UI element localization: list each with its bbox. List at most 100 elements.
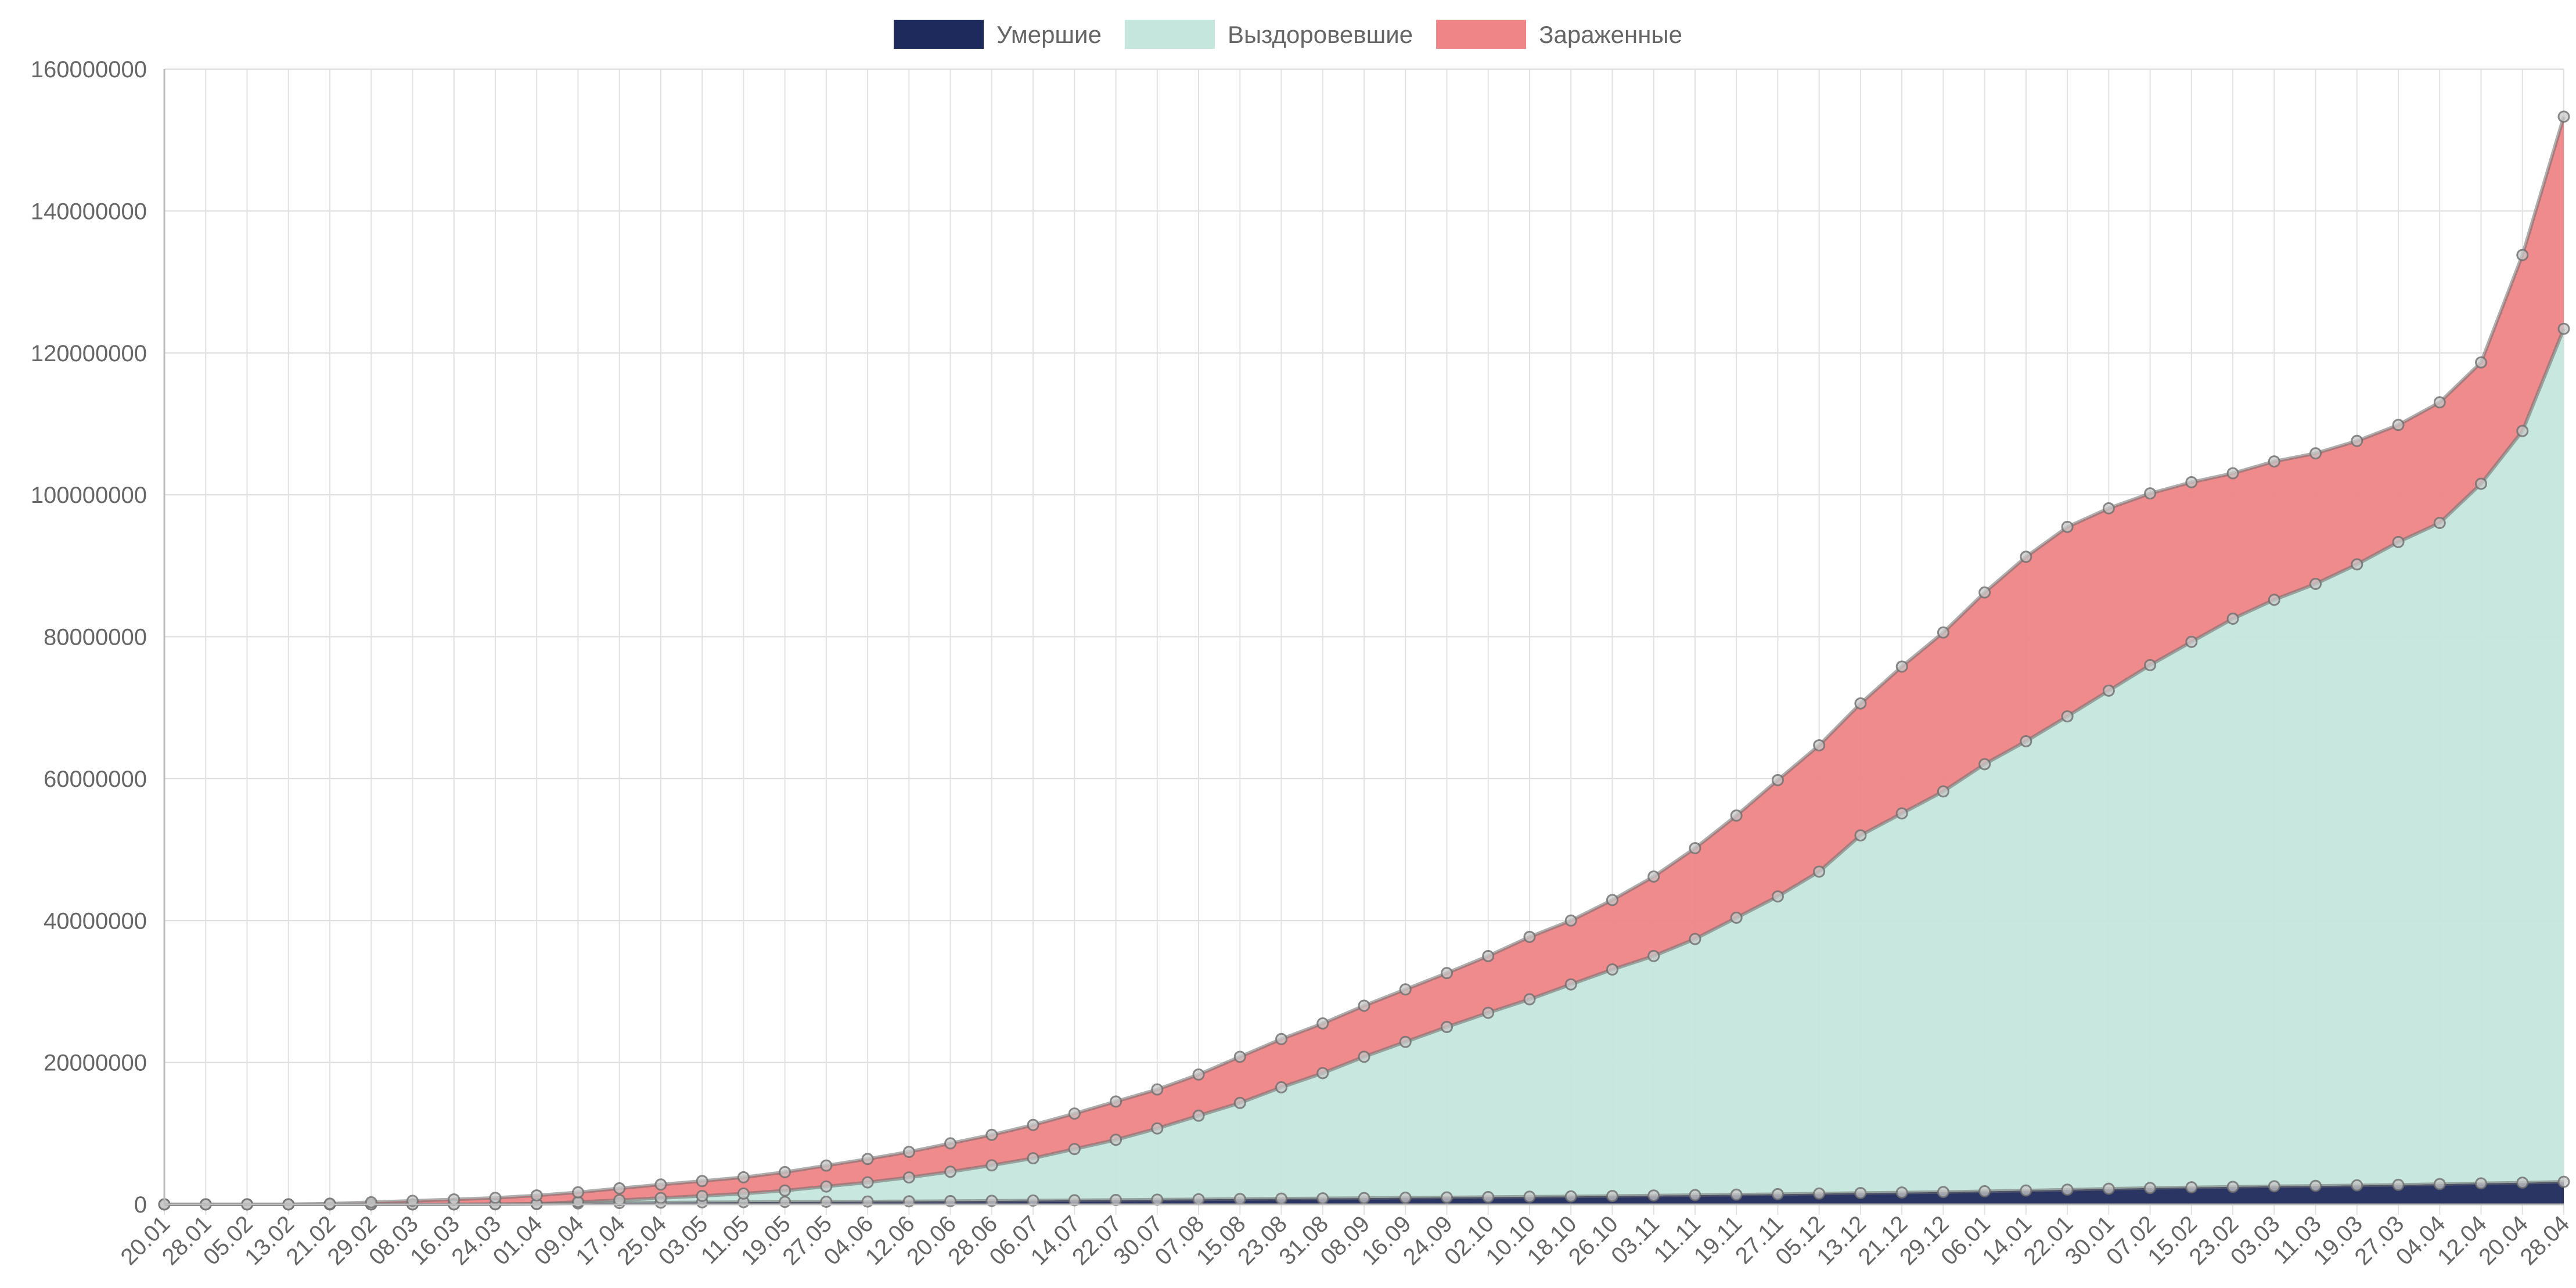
data-point[interactable] xyxy=(571,1186,584,1199)
data-point[interactable] xyxy=(1068,1107,1081,1120)
data-point[interactable] xyxy=(1192,1068,1205,1081)
data-point[interactable] xyxy=(2351,558,2363,571)
data-point[interactable] xyxy=(2309,1179,2322,1192)
data-point[interactable] xyxy=(1482,1006,1495,1019)
data-point[interactable] xyxy=(1233,1193,1246,1206)
data-point[interactable] xyxy=(1233,1050,1246,1063)
data-point[interactable] xyxy=(1689,842,1701,855)
data-point[interactable] xyxy=(2392,1178,2405,1191)
data-point[interactable] xyxy=(1275,1032,1288,1045)
data-point[interactable] xyxy=(1523,993,1536,1006)
data-point[interactable] xyxy=(2020,551,2032,563)
data-point[interactable] xyxy=(1689,933,1701,945)
data-point[interactable] xyxy=(1110,1134,1122,1146)
data-point[interactable] xyxy=(696,1175,708,1188)
data-point[interactable] xyxy=(779,1196,791,1208)
data-point[interactable] xyxy=(1730,911,1743,924)
data-point[interactable] xyxy=(2061,1183,2074,1196)
data-point[interactable] xyxy=(2392,419,2405,431)
data-point[interactable] xyxy=(448,1193,460,1206)
data-point[interactable] xyxy=(2268,455,2280,468)
data-point[interactable] xyxy=(1854,697,1867,710)
data-point[interactable] xyxy=(2102,1182,2115,1195)
data-point[interactable] xyxy=(489,1192,502,1204)
data-point[interactable] xyxy=(613,1194,626,1207)
data-point[interactable] xyxy=(1606,963,1618,976)
data-point[interactable] xyxy=(1895,807,1908,820)
data-point[interactable] xyxy=(1027,1118,1039,1131)
data-point[interactable] xyxy=(2144,487,2157,500)
data-point[interactable] xyxy=(1233,1096,1246,1109)
data-point[interactable] xyxy=(696,1189,708,1202)
data-point[interactable] xyxy=(985,1159,998,1172)
data-point[interactable] xyxy=(1316,1017,1329,1030)
data-point[interactable] xyxy=(1937,1186,1949,1199)
data-point[interactable] xyxy=(779,1184,791,1197)
data-point[interactable] xyxy=(2433,1178,2446,1190)
data-point[interactable] xyxy=(1978,586,1991,599)
data-point[interactable] xyxy=(2516,249,2529,261)
data-point[interactable] xyxy=(902,1171,915,1184)
data-point[interactable] xyxy=(2433,517,2446,530)
data-point[interactable] xyxy=(2309,577,2322,590)
data-point[interactable] xyxy=(2475,356,2488,369)
data-point[interactable] xyxy=(1440,1191,1453,1204)
data-point[interactable] xyxy=(1937,626,1949,639)
data-point[interactable] xyxy=(1564,914,1577,927)
data-point[interactable] xyxy=(1316,1192,1329,1205)
data-point[interactable] xyxy=(1606,894,1618,906)
data-point[interactable] xyxy=(2102,684,2115,697)
data-point[interactable] xyxy=(1316,1067,1329,1080)
data-point[interactable] xyxy=(1730,1188,1743,1201)
data-point[interactable] xyxy=(2516,424,2529,437)
data-point[interactable] xyxy=(1068,1143,1081,1156)
data-point[interactable] xyxy=(737,1171,750,1183)
data-point[interactable] xyxy=(1192,1193,1205,1206)
data-point[interactable] xyxy=(1440,1021,1453,1034)
data-point[interactable] xyxy=(2185,635,2198,648)
data-point[interactable] xyxy=(820,1180,833,1193)
data-point[interactable] xyxy=(737,1187,750,1200)
chart-legend[interactable]: Умершие Выздоровевшие Зараженные xyxy=(894,20,1682,49)
data-point[interactable] xyxy=(2185,1181,2198,1194)
data-point[interactable] xyxy=(2144,1182,2157,1195)
data-point[interactable] xyxy=(2309,447,2322,460)
data-point[interactable] xyxy=(365,1196,377,1208)
data-point[interactable] xyxy=(1027,1194,1039,1207)
data-point[interactable] xyxy=(1730,809,1743,822)
data-point[interactable] xyxy=(1647,949,1660,962)
data-point[interactable] xyxy=(2351,434,2363,447)
data-point[interactable] xyxy=(2475,477,2488,490)
data-point[interactable] xyxy=(1647,1189,1660,1202)
data-point[interactable] xyxy=(2061,520,2074,533)
data-point[interactable] xyxy=(1482,949,1495,962)
data-point[interactable] xyxy=(1937,785,1949,798)
data-point[interactable] xyxy=(1895,660,1908,673)
data-point[interactable] xyxy=(1771,890,1784,903)
data-point[interactable] xyxy=(1606,1190,1618,1203)
data-point[interactable] xyxy=(1854,1186,1867,1199)
legend-item-2[interactable]: Зараженные xyxy=(1436,20,1682,49)
data-point[interactable] xyxy=(1399,1192,1412,1204)
data-point[interactable] xyxy=(1564,1190,1577,1203)
data-point[interactable] xyxy=(985,1128,998,1141)
data-point[interactable] xyxy=(1895,1186,1908,1199)
data-point[interactable] xyxy=(1564,978,1577,991)
legend-item-1[interactable]: Выздоровевшие xyxy=(1124,20,1413,49)
data-point[interactable] xyxy=(2268,593,2280,606)
data-point[interactable] xyxy=(1482,1190,1495,1203)
data-point[interactable] xyxy=(861,1176,874,1189)
data-point[interactable] xyxy=(1110,1095,1122,1108)
data-point[interactable] xyxy=(2475,1177,2488,1190)
data-point[interactable] xyxy=(654,1178,667,1191)
data-point[interactable] xyxy=(2392,535,2405,548)
data-point[interactable] xyxy=(1647,870,1660,883)
data-point[interactable] xyxy=(1358,1050,1370,1063)
legend-item-0[interactable]: Умершие xyxy=(894,20,1102,49)
data-point[interactable] xyxy=(613,1182,626,1195)
data-point[interactable] xyxy=(1151,1083,1164,1096)
data-point[interactable] xyxy=(2557,110,2570,123)
data-point[interactable] xyxy=(1978,1185,1991,1197)
data-point[interactable] xyxy=(1771,1188,1784,1200)
data-point[interactable] xyxy=(944,1165,957,1178)
